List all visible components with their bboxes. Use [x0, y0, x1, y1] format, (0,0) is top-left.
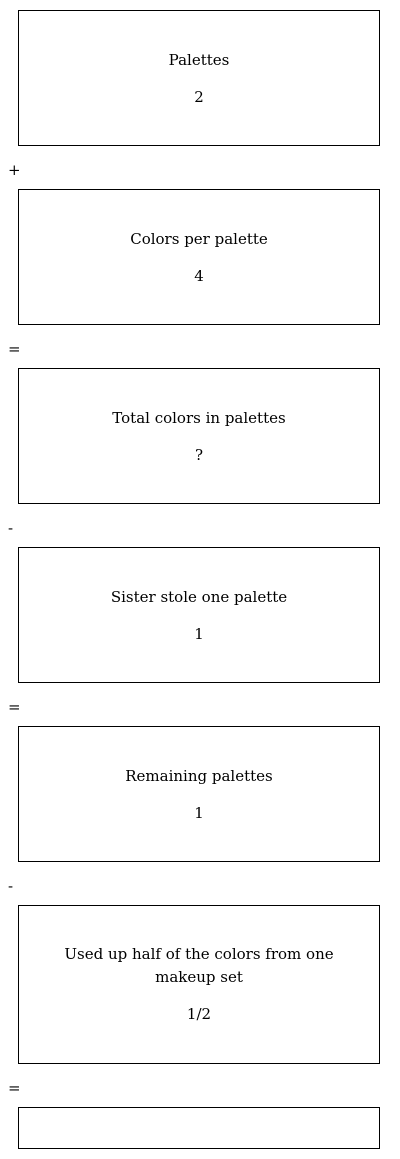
- operator-equals: =: [8, 340, 21, 358]
- step-label: Remaining palettes: [125, 767, 273, 785]
- step-value: 1: [194, 804, 204, 822]
- step-label: Sister stole one palette: [110, 588, 288, 606]
- step-box-result: [18, 1107, 380, 1149]
- operator-plus: +: [8, 161, 21, 179]
- step-box-palettes: Palettes 2: [18, 10, 380, 146]
- step-box-used-half: Used up half of the colors from one make…: [18, 905, 380, 1064]
- step-value: 1: [194, 625, 204, 643]
- step-label: Colors per palette: [130, 230, 268, 248]
- step-value: 1/2: [186, 1005, 212, 1023]
- step-label: Total colors in palettes: [112, 409, 286, 427]
- operator-equals: =: [8, 698, 21, 716]
- step-value: 4: [194, 267, 204, 285]
- step-value: ?: [194, 446, 204, 464]
- step-label: Used up half of the colors from one make…: [64, 945, 334, 986]
- step-box-colors-per-palette: Colors per palette 4: [18, 189, 380, 325]
- step-value: 2: [194, 88, 204, 106]
- step-box-sister-stole: Sister stole one palette 1: [18, 547, 380, 683]
- step-label: Palettes: [168, 51, 230, 69]
- operator-equals: =: [8, 1079, 21, 1097]
- step-box-total-colors: Total colors in palettes ?: [18, 368, 380, 504]
- operator-minus: -: [8, 519, 14, 537]
- step-box-remaining-palettes: Remaining palettes 1: [18, 726, 380, 862]
- operator-minus: -: [8, 877, 14, 895]
